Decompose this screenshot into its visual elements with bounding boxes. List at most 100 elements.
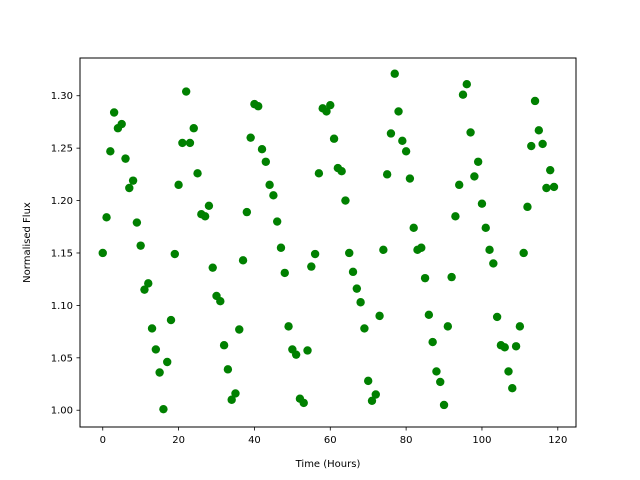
data-point — [549, 182, 559, 192]
data-point — [379, 245, 388, 255]
y-tick-label: 1.25 — [51, 144, 73, 155]
data-point — [219, 341, 229, 350]
x-axis-ticks: 0 20 40 60 80 100 120 — [100, 427, 567, 446]
data-point — [291, 350, 301, 359]
data-point — [485, 245, 494, 255]
data-point — [337, 167, 346, 176]
x-tick-label: 80 — [400, 435, 413, 446]
x-tick-label: 0 — [100, 435, 106, 446]
x-tick-label: 40 — [248, 435, 261, 446]
data-point — [363, 376, 373, 386]
y-tick-label: 1.05 — [51, 353, 73, 364]
y-tick-label: 1.30 — [51, 91, 73, 102]
x-axis-label: Time (Hours) — [295, 459, 361, 470]
data-point — [170, 249, 180, 259]
data-point — [109, 108, 119, 117]
data-point — [386, 129, 396, 138]
data-point — [538, 139, 547, 149]
data-point — [307, 262, 316, 271]
data-point — [238, 256, 248, 265]
data-point — [223, 365, 233, 374]
data-point — [466, 128, 475, 137]
data-point — [216, 297, 225, 306]
data-point — [455, 180, 464, 190]
data-point — [382, 170, 392, 179]
data-point — [546, 165, 555, 175]
data-point — [398, 136, 407, 146]
data-point — [272, 217, 282, 226]
data-point — [489, 259, 498, 268]
y-tick-label: 1.20 — [51, 196, 73, 207]
data-point — [242, 207, 252, 217]
y-axis-ticks: 1.00 1.05 1.10 1.15 1.20 1.25 1.30 — [51, 91, 80, 417]
data-point — [181, 87, 191, 96]
data-point — [542, 183, 551, 193]
data-point — [394, 107, 403, 116]
data-point — [128, 176, 138, 185]
data-point — [98, 248, 107, 258]
data-point — [208, 263, 217, 272]
data-point — [409, 223, 418, 233]
data-point — [261, 157, 271, 166]
data-point — [235, 325, 244, 334]
data-point — [117, 119, 126, 129]
data-point — [280, 268, 289, 278]
data-point — [470, 172, 479, 181]
data-point — [269, 191, 278, 200]
data-point — [265, 180, 274, 190]
data-point — [329, 134, 339, 143]
data-point — [189, 124, 198, 133]
data-point — [102, 213, 111, 222]
data-point — [428, 337, 437, 347]
data-point — [356, 298, 365, 307]
x-tick-label: 60 — [324, 435, 337, 446]
data-point — [432, 367, 441, 376]
data-point — [257, 145, 267, 154]
data-points — [98, 69, 559, 414]
y-tick-label: 1.10 — [51, 301, 73, 312]
data-point — [193, 169, 202, 178]
x-tick-label: 120 — [548, 435, 567, 446]
data-point — [451, 212, 460, 221]
data-point — [481, 223, 490, 233]
data-point — [310, 249, 320, 259]
data-point — [511, 342, 521, 351]
data-point — [500, 343, 509, 352]
data-point — [147, 324, 157, 333]
data-point — [352, 284, 362, 293]
data-point — [254, 102, 263, 111]
data-point — [246, 133, 255, 142]
data-point — [534, 126, 544, 135]
data-point — [299, 398, 308, 408]
data-point — [360, 324, 369, 333]
data-point — [151, 345, 161, 354]
data-point — [508, 384, 517, 393]
data-point — [140, 285, 149, 294]
data-point — [375, 311, 384, 321]
data-point — [515, 322, 525, 331]
data-point — [462, 80, 471, 89]
data-point — [185, 138, 195, 148]
data-point — [436, 377, 445, 387]
data-point — [227, 395, 236, 404]
data-point — [326, 100, 335, 110]
data-point — [200, 212, 210, 221]
data-point — [447, 272, 456, 282]
data-point — [155, 368, 164, 377]
data-point — [390, 69, 399, 78]
data-point — [144, 279, 153, 288]
data-point — [439, 400, 449, 410]
data-point — [341, 196, 350, 205]
data-point — [284, 322, 293, 331]
data-point — [132, 218, 142, 227]
data-point — [136, 241, 145, 250]
data-point — [276, 243, 286, 252]
data-point — [371, 390, 380, 399]
plot-frame — [79, 57, 577, 428]
data-point — [125, 183, 134, 193]
data-point — [345, 248, 354, 258]
data-point — [530, 96, 540, 106]
x-tick-label: 20 — [172, 435, 185, 446]
data-point — [174, 180, 183, 190]
